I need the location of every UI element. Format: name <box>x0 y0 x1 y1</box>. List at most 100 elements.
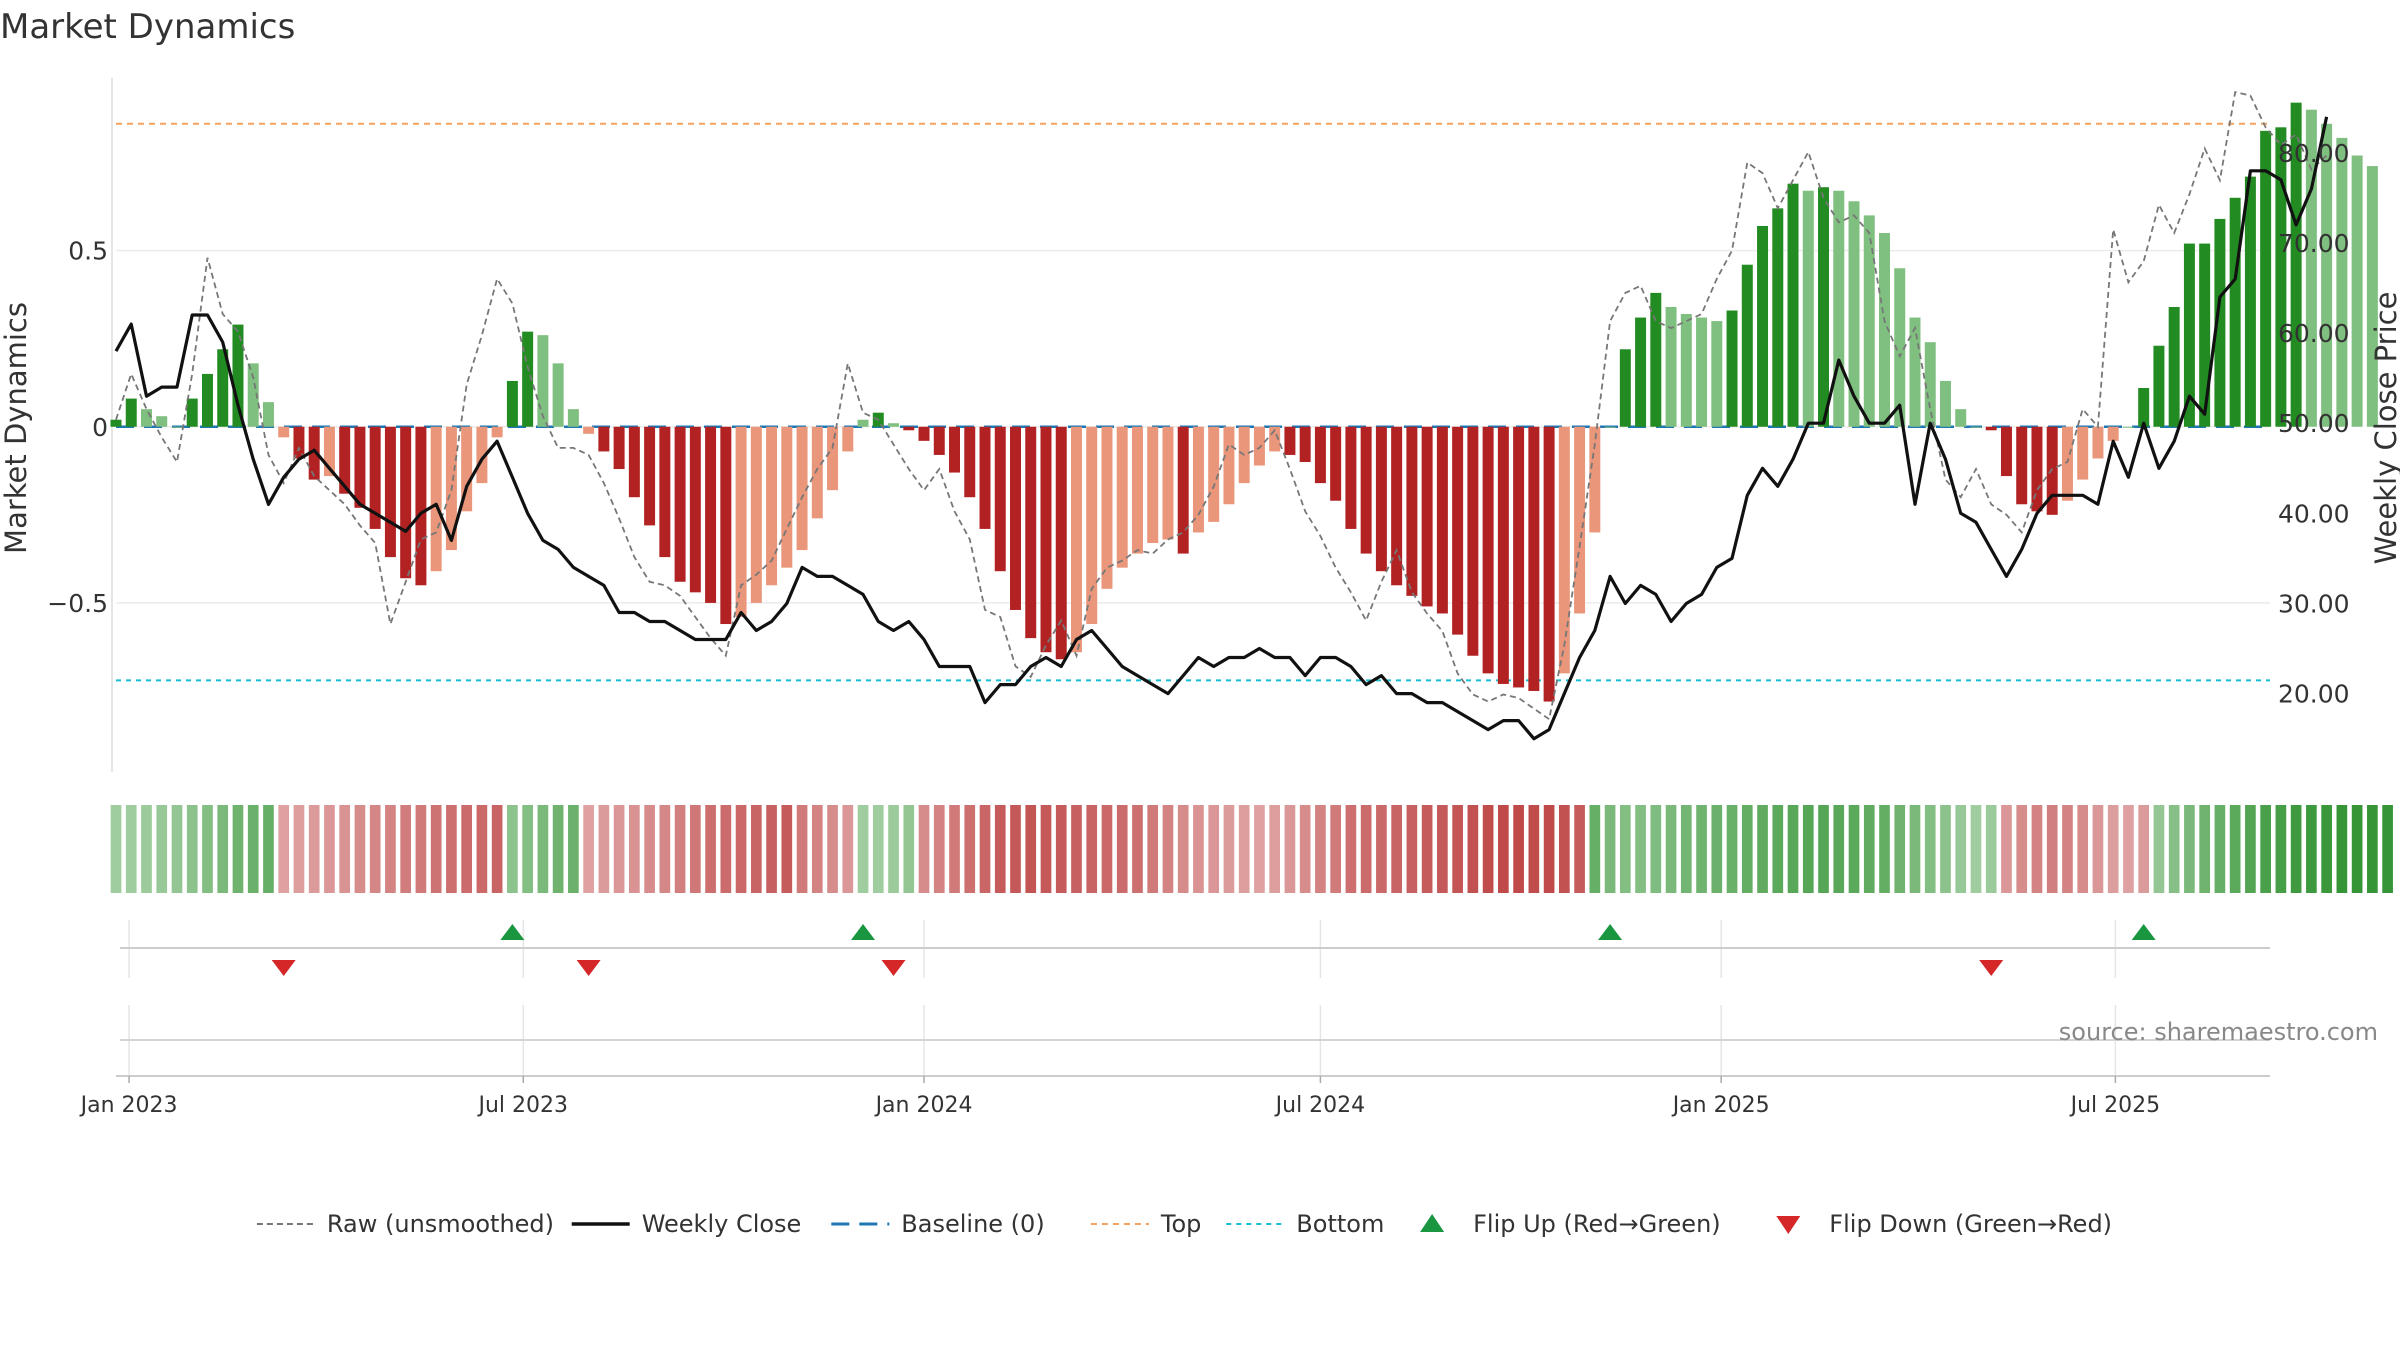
regime-cell <box>1879 805 1890 893</box>
regime-cell <box>171 805 183 893</box>
dynamics-bar <box>1116 426 1128 568</box>
regime-cell <box>400 805 412 893</box>
x-tick-label: Jul 2024 <box>1274 1093 1366 1118</box>
dynamics-bar <box>689 426 701 593</box>
regime-cell <box>1269 805 1281 893</box>
right-tick-label: 30.00 <box>2278 589 2350 618</box>
right-y-axis-label: Weekly Close Price <box>2369 292 2400 565</box>
source-note: source: sharemaestro.com <box>2059 1018 2378 1046</box>
dynamics-bar <box>1131 426 1143 554</box>
regime-cell <box>1863 805 1875 893</box>
dynamics-bar <box>1970 426 1982 428</box>
legend-item: Flip Down (Green→Red) <box>1776 1210 2112 1238</box>
dynamics-bar <box>720 426 732 625</box>
raw-line <box>115 91 2328 721</box>
dynamics-bar <box>1223 426 1235 505</box>
regime-cell <box>2260 805 2271 893</box>
regime-cell <box>293 805 305 893</box>
dynamics-bar <box>110 419 122 427</box>
dynamics-bar <box>1208 426 1220 522</box>
dynamics-bar <box>857 419 869 427</box>
regime-cell <box>2031 805 2043 893</box>
dynamics-bar <box>750 426 762 603</box>
regime-cell <box>2321 805 2332 893</box>
dynamics-bar <box>735 426 747 617</box>
legend-item: Weekly Close <box>571 1210 801 1238</box>
regime-cell <box>1818 805 1829 893</box>
dynamics-bar <box>2305 109 2317 427</box>
dynamics-bar <box>171 426 183 428</box>
regime-cell <box>2306 805 2317 893</box>
regime-cell <box>1162 805 1174 893</box>
regime-cell <box>1254 805 1265 893</box>
dynamics-bar <box>1680 314 1692 427</box>
left-tick-label: 0 <box>92 413 108 442</box>
regime-cell <box>1680 805 1692 893</box>
legend-label: Flip Down (Green→Red) <box>1829 1210 2112 1238</box>
regime-cell <box>1437 805 1448 893</box>
regime-cell <box>1787 805 1799 893</box>
regime-cell <box>1833 805 1845 893</box>
chart-title: Market Dynamics <box>0 7 295 47</box>
dynamics-bar <box>2046 426 2058 515</box>
dynamics-bar <box>2199 243 2211 427</box>
dynamics-bar <box>1939 380 1951 427</box>
dynamics-bar <box>2031 426 2043 512</box>
dynamics-bar <box>506 380 518 427</box>
price-series <box>114 116 2329 741</box>
regime-cell <box>278 805 290 893</box>
regime-cell <box>1010 805 1021 893</box>
regime-cell <box>720 805 732 893</box>
flip-down-marker <box>881 960 906 976</box>
dynamics-bar <box>339 426 351 494</box>
dynamics-bar <box>476 426 488 484</box>
dynamics-bar <box>2244 176 2256 427</box>
regime-cell <box>1909 805 1921 893</box>
regime-cell <box>811 805 823 893</box>
dynamics-bar <box>2275 127 2287 427</box>
dynamics-bar <box>1635 317 1647 427</box>
dynamics-bar <box>1589 426 1601 533</box>
regime-cell <box>1726 805 1738 893</box>
regime-cell <box>446 805 457 893</box>
dynamics-bar <box>1482 426 1494 674</box>
regime-cell <box>2184 805 2195 893</box>
legend-item: Top <box>1090 1210 1201 1238</box>
regime-cell <box>827 805 838 893</box>
regime-cell <box>2016 805 2028 893</box>
regime-cell <box>1559 805 1570 893</box>
legend-item: Baseline (0) <box>831 1210 1045 1238</box>
dynamics-bar <box>705 426 717 603</box>
right-tick-label: 60.00 <box>2278 319 2350 348</box>
dynamics-bar <box>994 426 1006 572</box>
regime-cell <box>461 805 472 893</box>
dynamics-bar <box>1528 426 1540 691</box>
dynamics-bar <box>156 416 168 427</box>
dynamics-bar <box>2336 137 2348 427</box>
dynamics-bar <box>1833 190 1845 427</box>
dynamics-bar <box>1909 317 1921 427</box>
dynamics-bar <box>1619 349 1631 427</box>
dynamics-bar <box>1696 317 1708 427</box>
regime-cell <box>1513 805 1524 893</box>
regime-cell <box>1086 805 1098 893</box>
dynamics-bar <box>2321 123 2333 427</box>
regime-cell <box>1299 805 1311 893</box>
regime-cell <box>552 805 564 893</box>
regime-cell <box>110 805 122 893</box>
regime-cell <box>2229 805 2241 893</box>
regime-cell <box>385 805 396 893</box>
regime-cell <box>324 805 335 893</box>
regime-cell <box>1543 805 1555 893</box>
dynamics-bar <box>308 426 320 480</box>
regime-cell <box>872 805 884 893</box>
dynamics-bar <box>125 398 137 427</box>
dynamics-bar <box>1040 426 1052 653</box>
dynamics-bar <box>644 426 656 526</box>
dynamics-bar <box>430 426 442 572</box>
dynamics-bar <box>2260 130 2272 427</box>
dynamics-bar <box>1665 306 1677 427</box>
regime-cell <box>1772 805 1784 893</box>
dynamics-bar <box>1253 426 1265 466</box>
